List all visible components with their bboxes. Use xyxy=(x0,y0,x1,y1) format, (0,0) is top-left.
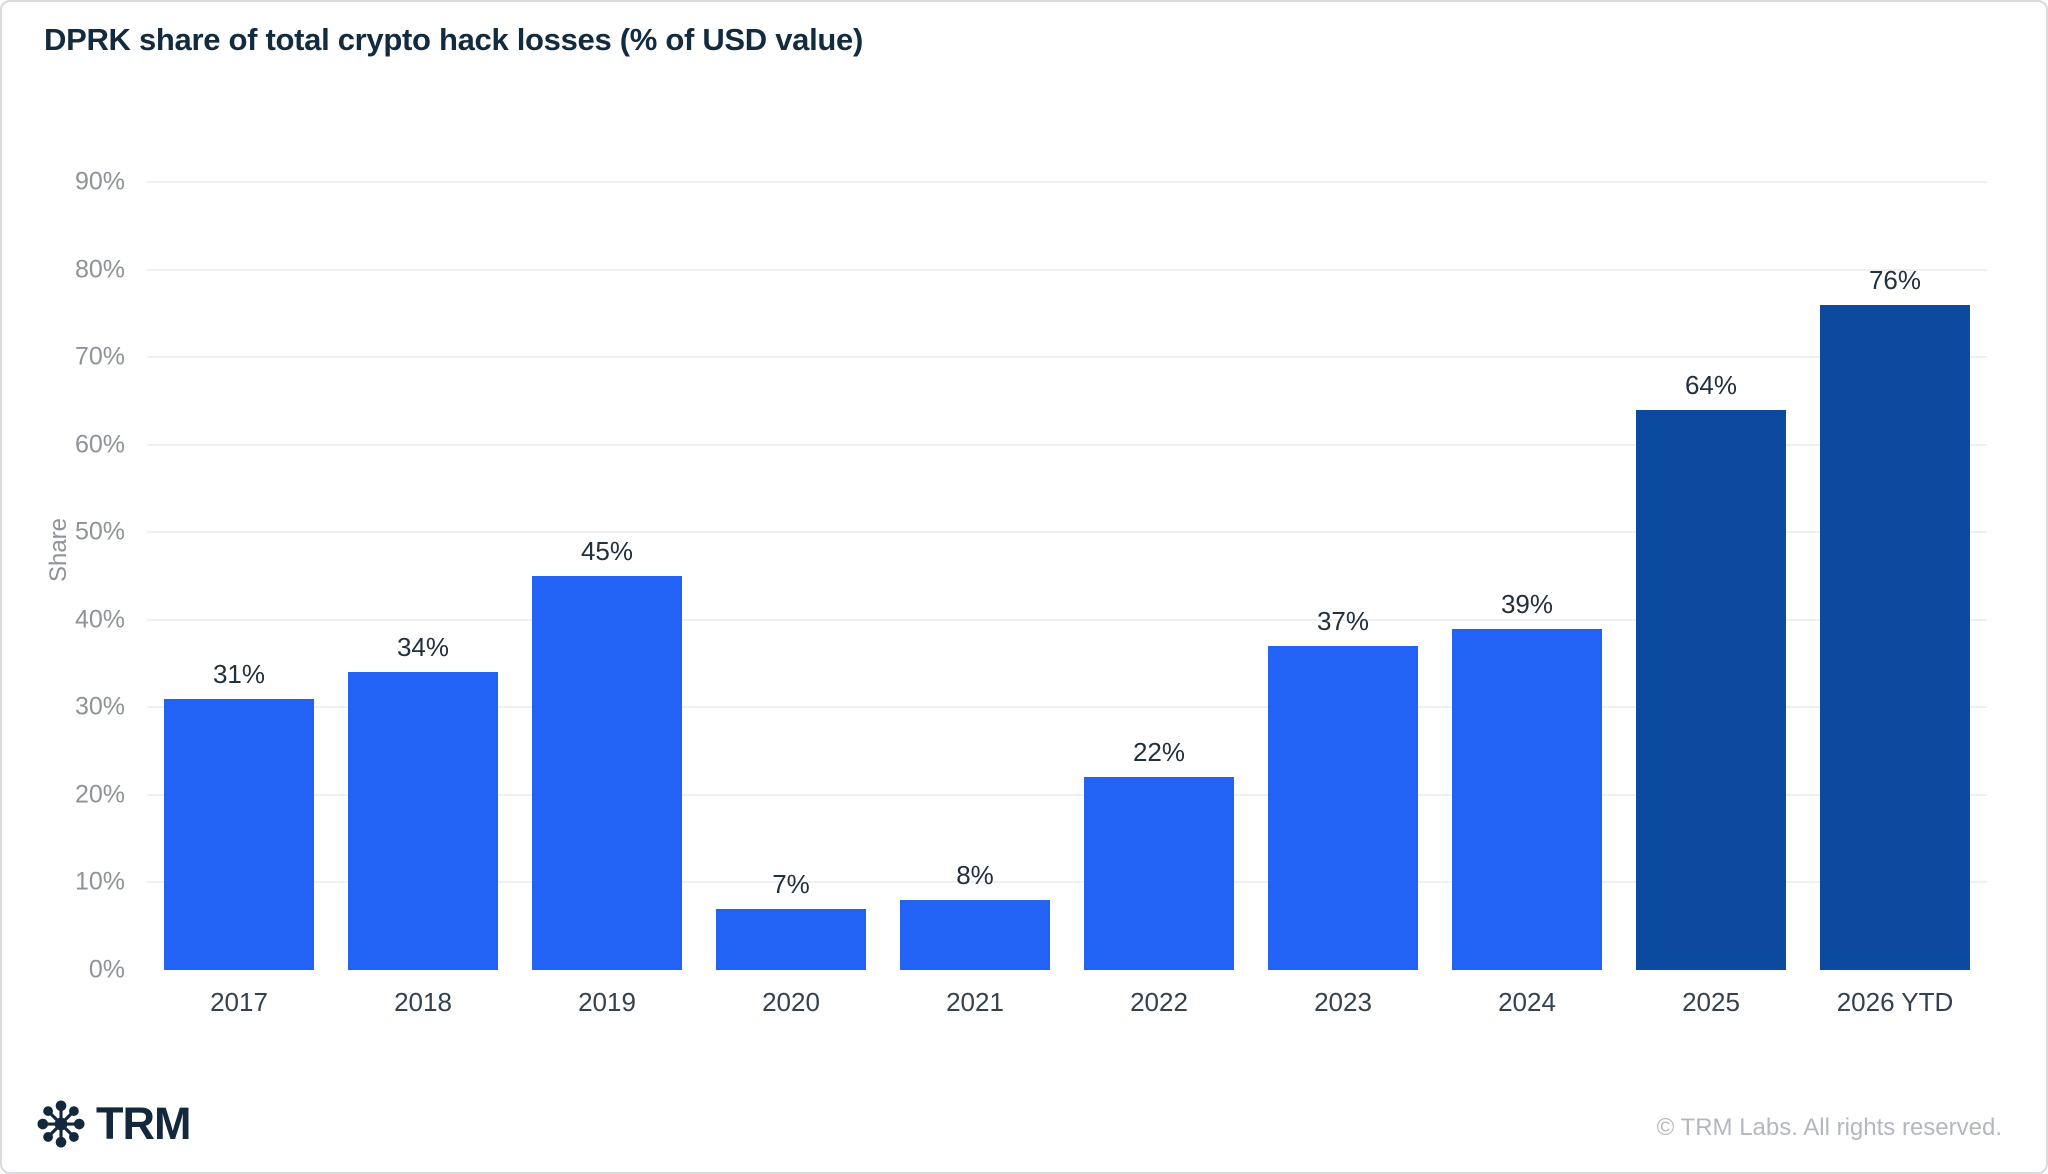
chart-title: DPRK share of total crypto hack losses (… xyxy=(44,22,863,57)
y-tick-label: 30% xyxy=(74,692,125,721)
bar: 22% xyxy=(1084,737,1234,970)
bar: 7% xyxy=(716,869,866,970)
bar: 64% xyxy=(1636,370,1786,970)
bar: 31% xyxy=(164,659,314,970)
gridline xyxy=(147,618,1987,621)
gridline xyxy=(147,268,1987,271)
bar-group: 34% 2018 xyxy=(331,182,515,1017)
bar-group: 37% 2023 xyxy=(1251,182,1435,1017)
y-tick-label: 80% xyxy=(74,255,125,284)
x-tick-label: 2020 xyxy=(762,987,820,1017)
bar: 45% xyxy=(532,536,682,970)
gridline xyxy=(147,706,1987,709)
bar-group: 39% 2024 xyxy=(1435,182,1619,1017)
y-tick-label: 50% xyxy=(74,517,125,546)
bar-value-label: 34% xyxy=(396,632,450,663)
bar-group: 45% 2019 xyxy=(515,182,699,1017)
bar-group: 22% 2022 xyxy=(1067,182,1251,1017)
x-tick-label: 2025 xyxy=(1682,987,1740,1017)
bar: 76% xyxy=(1820,265,1970,970)
bar-group: 64% 2025 xyxy=(1619,182,1803,1017)
x-tick-label: 2023 xyxy=(1314,987,1372,1017)
bars-container: 31% 2017 34% 2018 45% 2019 7% 2020 8% 2021 22% 2022… xyxy=(147,182,1987,1017)
bar-value-label: 39% xyxy=(1500,588,1554,619)
bar-value-label: 22% xyxy=(1132,737,1186,768)
gridline xyxy=(147,356,1987,359)
bar-group: 76% 2026 YTD xyxy=(1803,182,1987,1017)
x-tick-label: 2017 xyxy=(210,987,268,1017)
gridline xyxy=(147,531,1987,534)
gridlines xyxy=(147,181,1987,970)
bar-value-label: 76% xyxy=(1868,264,1922,295)
y-axis: 0% 10% 20% 30% 40% 50% 60% 70% 80% 90% xyxy=(2,168,135,984)
y-tick-label: 90% xyxy=(74,167,125,196)
x-tick-label: 2024 xyxy=(1498,987,1556,1017)
bar-value-label: 7% xyxy=(772,868,810,899)
bar-group: 7% 2020 xyxy=(699,182,883,1017)
x-tick-label: 2022 xyxy=(1130,987,1188,1017)
gridline xyxy=(147,881,1987,884)
trm-asterisk-icon xyxy=(37,1100,85,1148)
gridline xyxy=(147,443,1987,446)
y-tick-label: 70% xyxy=(74,342,125,371)
y-tick-label: 60% xyxy=(74,430,125,459)
x-tick-label: 2026 YTD xyxy=(1836,987,1954,1017)
bar-value-label: 45% xyxy=(580,536,634,566)
bar-group: 8% 2021 xyxy=(883,182,1067,1017)
x-tick-label: 2019 xyxy=(578,987,636,1017)
gridline xyxy=(147,181,1987,183)
bar-group: 31% 2017 xyxy=(147,182,331,1017)
x-tick-label: 2021 xyxy=(946,987,1004,1017)
plot-area: 31% 2017 34% 2018 45% 2019 7% 2020 8% 2021 22% 2022… xyxy=(147,181,1987,1017)
bar-value-label: 8% xyxy=(956,859,994,890)
bar-value-label: 31% xyxy=(212,658,266,689)
y-tick-label: 10% xyxy=(74,867,125,896)
y-tick-label: 40% xyxy=(74,605,125,634)
copyright-text: © TRM Labs. All rights reserved. xyxy=(1656,1114,2002,1141)
bar-value-label: 37% xyxy=(1316,606,1370,637)
brand-text: TRM xyxy=(96,1098,191,1149)
trm-logo: TRM xyxy=(36,1098,191,1150)
x-tick-label: 2018 xyxy=(394,987,452,1017)
y-tick-label: 0% xyxy=(88,955,125,984)
y-axis-title: Share xyxy=(45,517,72,583)
gridline xyxy=(147,793,1987,796)
y-tick-label: 20% xyxy=(74,780,125,809)
bar: 8% xyxy=(900,860,1050,970)
bar-value-label: 64% xyxy=(1684,369,1738,400)
bar: 34% xyxy=(348,632,498,970)
bar: 37% xyxy=(1268,606,1418,970)
bar: 39% xyxy=(1452,589,1602,970)
